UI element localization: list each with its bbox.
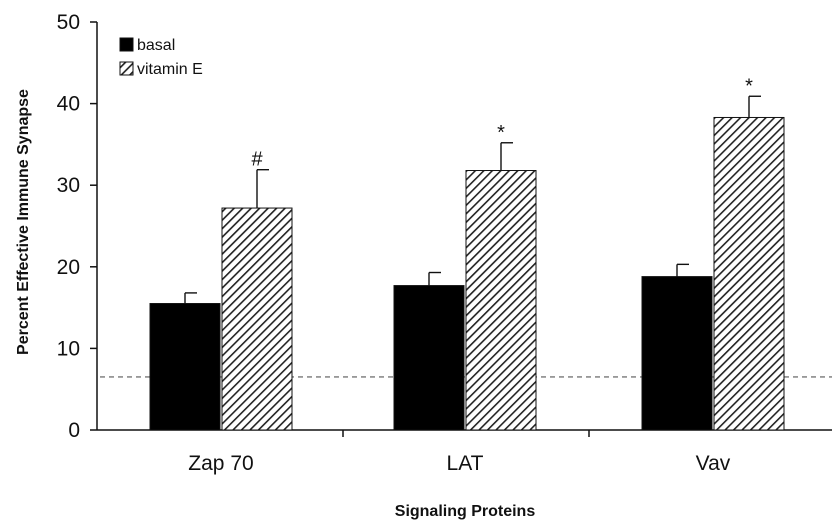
legend: basal vitamin E [119,37,203,78]
y-tick-label: 30 [57,174,80,197]
bar-vitamin-e-1 [465,170,537,431]
bar-basal-0 [149,303,221,431]
legend-swatch-0 [119,37,134,52]
bar-vitamin-e-2 [713,116,785,431]
y-tick-label: 0 [68,419,80,442]
significance-marker: * [745,75,753,97]
y-tick-label: 10 [57,337,80,360]
x-tick-label: Zap 70 [188,452,253,475]
significance-marker: # [251,149,263,171]
x-axis-title: Signaling Proteins [395,503,536,520]
y-axis-title: Percent Effective Immune Synapse [15,89,32,355]
legend-label: basal [137,37,175,54]
bar-basal-1 [393,285,465,431]
x-tick-label: LAT [447,452,484,475]
bar-vitamin-e-0 [221,207,293,431]
significance-marker: * [497,122,505,144]
x-tick-label: Vav [696,452,731,475]
bar-basal-2 [641,276,713,431]
y-tick-label: 50 [57,11,80,34]
legend-swatch-1 [119,61,134,76]
y-tick-label: 40 [57,93,80,116]
legend-label: vitamin E [137,61,203,78]
y-tick-label: 20 [57,256,80,279]
